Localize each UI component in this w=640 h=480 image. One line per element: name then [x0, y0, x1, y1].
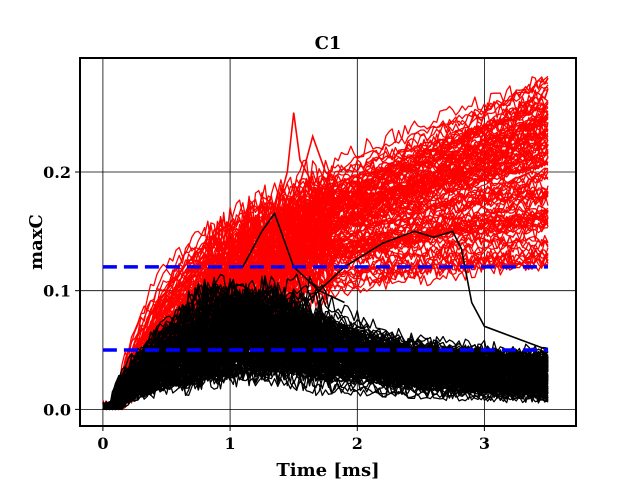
series-line-exceeding	[102, 185, 549, 411]
series-line-below	[102, 310, 549, 411]
series-line-below	[102, 349, 549, 411]
series-line-exceeding	[280, 133, 339, 220]
series-line-exceeding	[102, 107, 549, 411]
plot-frame	[79, 57, 577, 427]
series-line-exceeding	[102, 183, 549, 411]
x-tick-label: 2	[352, 434, 363, 453]
series-line-below	[102, 347, 549, 411]
tick-layer: 0 1 2 3 0.0 0.1 0.2	[43, 163, 490, 453]
series-line-below	[102, 315, 549, 410]
y-tick-label: 0.2	[43, 163, 71, 182]
x-tick-label: 0	[97, 434, 108, 453]
series-line-below	[242, 211, 345, 304]
chart-title: C1	[315, 33, 342, 54]
series-line-below	[102, 294, 549, 411]
y-tick-label: 0.0	[43, 400, 71, 419]
series-line-below	[102, 275, 549, 411]
threshold-layer	[102, 265, 549, 352]
x-tick-label: 1	[225, 434, 236, 453]
series-line-below	[102, 283, 549, 411]
series-line-below	[305, 230, 549, 351]
series-line-below	[102, 355, 549, 411]
series-layer	[102, 75, 549, 411]
y-tick-label: 0.1	[43, 282, 71, 301]
series-line-exceeding	[102, 162, 549, 411]
series-line-below	[102, 285, 549, 411]
series-line-exceeding	[102, 124, 549, 411]
y-axis-label: maxC	[26, 214, 47, 270]
series-line-exceeding	[102, 76, 549, 411]
series-line-exceeding	[102, 136, 549, 411]
series-line-exceeding	[255, 112, 326, 232]
x-axis-label: Time [ms]	[276, 460, 379, 480]
series-line-exceeding	[102, 138, 549, 411]
series-line-below	[102, 312, 549, 411]
x-tick-label: 3	[479, 434, 490, 453]
series-line-exceeding	[102, 101, 549, 411]
series-line-below	[102, 312, 549, 411]
